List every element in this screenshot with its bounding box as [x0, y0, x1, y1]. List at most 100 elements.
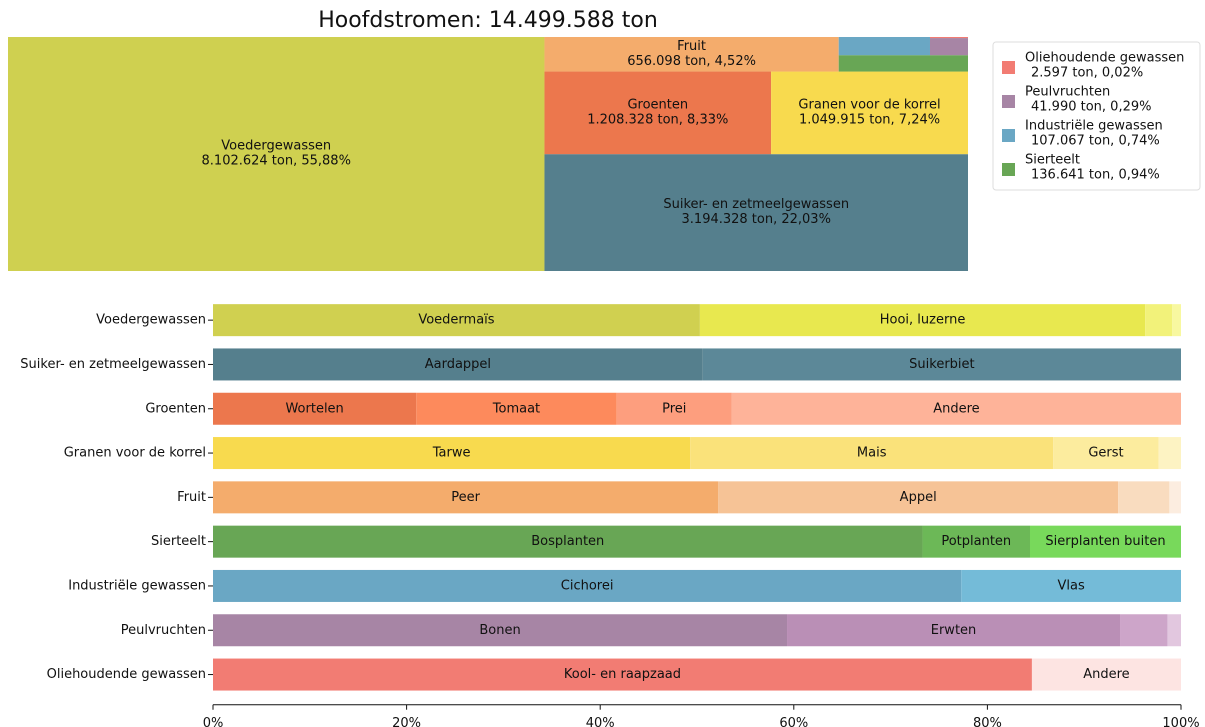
bar-segment — [213, 437, 691, 470]
treemap-tile — [838, 55, 968, 72]
bar-segment — [1029, 525, 1181, 558]
bar-segment — [961, 569, 1181, 602]
segment-label: Wortelen — [285, 401, 343, 416]
treemap-tile — [929, 38, 968, 56]
tile-value-label: 3.194.328 ton, 22,03% — [682, 212, 831, 227]
tile-value-label: 1.049.915 ton, 7,24% — [799, 112, 940, 127]
legend-swatch — [1002, 129, 1015, 142]
bar-segment — [1158, 437, 1181, 470]
segment-label: Bonen — [479, 623, 520, 638]
segment-label: Erwten — [931, 623, 977, 638]
treemap-tile — [8, 37, 545, 271]
legend-value-label: 2.597 ton, 0,02% — [1031, 66, 1143, 81]
segment-label: Aardappel — [425, 357, 491, 372]
x-tick-label: 0% — [203, 716, 224, 727]
treemap-tile — [771, 71, 968, 155]
bar-segment — [213, 481, 719, 514]
segment-label: Tomaat — [492, 401, 540, 416]
bar-segment — [1167, 614, 1181, 647]
bar-segment — [213, 569, 962, 602]
bar-segment — [1145, 304, 1173, 337]
x-tick-label: 100% — [1162, 716, 1199, 727]
segment-label: Gerst — [1088, 446, 1123, 461]
bar-segment — [1172, 304, 1181, 337]
segment-label: Mais — [857, 446, 887, 461]
bar-segment — [213, 525, 923, 558]
segment-label: Voedermaïs — [418, 313, 494, 328]
segment-label: Cichorei — [561, 578, 614, 593]
treemap-tile — [838, 37, 930, 56]
tile-label: Groenten — [627, 97, 688, 112]
segment-label: Tarwe — [432, 446, 471, 461]
bar-segment — [718, 481, 1119, 514]
segment-label: Potplanten — [941, 534, 1011, 549]
legend-value-label: 41.990 ton, 0,29% — [1031, 100, 1151, 115]
y-tick-label: Peulvruchten — [121, 623, 206, 638]
y-tick-label: Suiker- en zetmeelgewassen — [20, 357, 206, 372]
segment-label: Appel — [900, 490, 937, 505]
bar-segment — [213, 614, 788, 647]
y-tick-label: Oliehoudende gewassen — [47, 667, 206, 682]
legend-swatch — [1002, 95, 1015, 108]
segment-label: Peer — [451, 490, 480, 505]
tile-value-label: 8.102.624 ton, 55,88% — [202, 154, 351, 169]
bar-segment — [699, 304, 1146, 337]
y-tick-label: Sierteelt — [151, 534, 206, 549]
bar-segment — [1053, 437, 1159, 470]
tile-label: Suiker- en zetmeelgewassen — [663, 197, 849, 212]
tile-value-label: 1.208.328 ton, 8,33% — [587, 112, 728, 127]
bar-segment — [213, 348, 703, 381]
legend-value-label: 136.641 ton, 0,94% — [1031, 168, 1160, 183]
y-tick-label: Fruit — [177, 490, 206, 505]
bar-segment — [1120, 614, 1168, 647]
segment-label: Bosplanten — [531, 534, 604, 549]
bar-segment — [1118, 481, 1170, 514]
y-tick-label: Granen voor de korrel — [64, 446, 206, 461]
treemap-tile — [544, 71, 772, 155]
legend-label: Peulvruchten — [1025, 85, 1110, 100]
legend-swatch — [1002, 163, 1015, 176]
legend-swatch — [1002, 61, 1015, 74]
bar-segment — [213, 658, 1032, 691]
treemap-tile — [544, 154, 968, 271]
tile-label: Voedergewassen — [221, 139, 331, 154]
legend-label: Oliehoudende gewassen — [1025, 51, 1184, 66]
segment-label: Suikerbiet — [909, 357, 974, 372]
segment-label: Sierplanten buiten — [1045, 534, 1165, 549]
segment-label: Hooi, luzerne — [880, 313, 966, 328]
tile-value-label: 656.098 ton, 4,52% — [627, 54, 756, 69]
segment-label: Prei — [662, 401, 686, 416]
tile-label: Granen voor de korrel — [798, 97, 940, 112]
bar-segment — [616, 392, 732, 425]
segment-label: Andere — [933, 401, 979, 416]
bar-segment — [213, 392, 417, 425]
x-tick-label: 60% — [779, 716, 808, 727]
y-tick-label: Groenten — [145, 401, 206, 416]
treemap-tile — [544, 37, 839, 72]
bar-segment — [1169, 481, 1181, 514]
bar-segment — [922, 525, 1030, 558]
y-tick-label: Voedergewassen — [96, 313, 206, 328]
x-tick-label: 20% — [392, 716, 421, 727]
x-tick-label: 80% — [973, 716, 1002, 727]
bar-segment — [690, 437, 1054, 470]
bar-segment — [416, 392, 617, 425]
legend-value-label: 107.067 ton, 0,74% — [1031, 134, 1160, 149]
bar-segment — [731, 392, 1181, 425]
bar-segment — [1031, 658, 1181, 691]
legend-label: Sierteelt — [1025, 153, 1080, 168]
x-tick-label: 40% — [586, 716, 615, 727]
treemap-tile — [929, 37, 968, 39]
tile-label: Fruit — [677, 39, 706, 54]
bar-segment — [213, 304, 700, 337]
chart-title: Hoofdstromen: 14.499.588 ton — [318, 8, 658, 33]
segment-label: Andere — [1083, 667, 1129, 682]
y-tick-label: Industriële gewassen — [68, 578, 206, 593]
bar-segment — [787, 614, 1121, 647]
legend-box — [992, 41, 1201, 191]
segment-label: Vlas — [1058, 578, 1085, 593]
bar-segment — [702, 348, 1181, 381]
legend-label: Industriële gewassen — [1025, 119, 1163, 134]
segment-label: Kool- en raapzaad — [564, 667, 681, 682]
